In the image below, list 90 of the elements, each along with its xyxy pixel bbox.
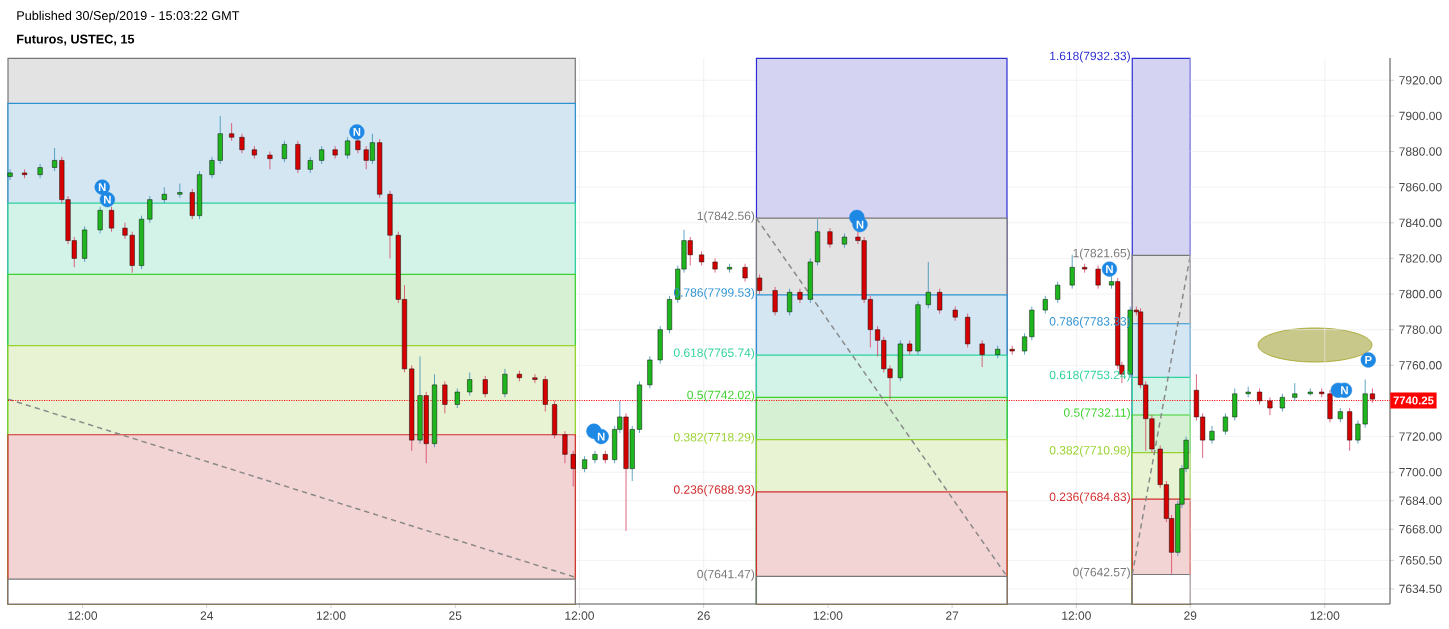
candlestick xyxy=(592,450,598,464)
y-tick-label: 7780.00 xyxy=(1399,325,1442,334)
data-label: N xyxy=(1106,265,1113,273)
candlestick xyxy=(229,122,235,142)
y-tick-label: 7840.00 xyxy=(1399,218,1442,228)
candlestick xyxy=(332,145,338,160)
y-tick-label: 7920.00 xyxy=(1399,76,1442,85)
candlestick xyxy=(712,258,718,274)
candlestick xyxy=(442,380,448,414)
data-label: N xyxy=(597,432,605,441)
annotation: 0.5(7732.11) xyxy=(1063,408,1130,420)
annotation: 1.618(7932.33) xyxy=(1050,51,1130,63)
x-tick-label: 12:00 xyxy=(565,611,594,620)
y-tick-label: 7820.00 xyxy=(1399,254,1442,263)
candlestick xyxy=(925,261,931,309)
x-tick-label: 12:00 xyxy=(1062,611,1091,620)
data-label: N xyxy=(104,195,111,204)
data-label: N xyxy=(353,128,361,136)
annotation: 0.618(7765.74) xyxy=(673,348,755,360)
x-tick-label: 12:00 xyxy=(813,611,843,620)
y-tick-label: 7720.00 xyxy=(1399,432,1442,441)
candlestick xyxy=(7,168,13,181)
candlestick xyxy=(562,430,568,464)
y-tick-label: 7650.50 xyxy=(1399,556,1442,565)
annotation: 0.236(7688.93) xyxy=(673,484,755,497)
candlestick xyxy=(757,274,763,295)
x-tick-label: 12:00 xyxy=(316,611,346,620)
candlestick xyxy=(267,151,273,170)
y-tick-label: 7634.50 xyxy=(1399,584,1442,594)
candlestick xyxy=(1209,425,1215,445)
candlestick xyxy=(772,286,778,316)
candlestick xyxy=(189,188,195,220)
candlestick xyxy=(1095,265,1101,290)
candlestick xyxy=(177,183,183,199)
x-tick-label: 12:00 xyxy=(1310,611,1340,620)
candlestick xyxy=(1292,382,1298,402)
x-tick-label: 26 xyxy=(697,611,710,620)
candlestick xyxy=(979,339,985,368)
y-tick-label: 7668.00 xyxy=(1399,524,1442,534)
y-tick-label: 7700.00 xyxy=(1399,467,1442,477)
candlestick xyxy=(570,450,576,487)
data-label: N xyxy=(1341,386,1348,395)
annotation: 0.382(7718.29) xyxy=(673,432,755,444)
candlestick xyxy=(37,163,43,179)
candlestick xyxy=(467,372,473,396)
y-tick-label: 7880.00 xyxy=(1399,147,1442,156)
x-tick-label: 25 xyxy=(449,611,462,620)
data-label: N xyxy=(98,183,106,192)
data-label: N xyxy=(856,220,864,229)
annotation: 0.5(7742.02) xyxy=(687,390,755,402)
candlestick xyxy=(937,288,943,315)
annotation: 1(7821.65) xyxy=(1073,248,1130,260)
annotation: 0.618(7753.24) xyxy=(1049,370,1130,382)
candlestick xyxy=(797,288,803,304)
candlestick xyxy=(532,373,538,384)
annotation: 0(7641.47) xyxy=(697,569,755,581)
candlestick xyxy=(1069,254,1075,290)
candlestick xyxy=(454,388,460,409)
x-tick-label: 29 xyxy=(1184,611,1197,620)
x-tick-label: 24 xyxy=(200,611,214,620)
chart-subtitle: Published 30/Sep/2019 - 15:03:22 GMT xyxy=(17,10,240,23)
candlestick xyxy=(345,136,351,160)
candlestick xyxy=(1222,412,1228,436)
candlestick xyxy=(97,206,103,234)
y-tick-label: 7900.00 xyxy=(1399,111,1442,121)
candlestick xyxy=(109,206,115,233)
annotation: 1(7842.56) xyxy=(697,211,755,223)
y-tick-label: 7684.00 xyxy=(1399,496,1442,505)
candlestick xyxy=(827,227,833,249)
candlestick xyxy=(239,133,245,154)
y-tick-label: 7860.00 xyxy=(1399,182,1442,192)
candlestick xyxy=(209,156,215,179)
x-tick-label: 12:00 xyxy=(68,611,98,620)
y-tick-label: 7760.00 xyxy=(1399,361,1442,370)
candlestick xyxy=(502,368,508,398)
y-tick-label: 7800.00 xyxy=(1399,289,1442,299)
candlestick xyxy=(1232,388,1238,421)
candlestick xyxy=(147,195,153,224)
candlestick xyxy=(482,375,488,398)
data-label: P xyxy=(1365,356,1372,364)
annotation: 0.236(7684.83) xyxy=(1049,492,1130,504)
annotation: 0.382(7710.98) xyxy=(1049,445,1130,457)
candlestick xyxy=(281,140,287,163)
ref-line-label: 7740.25 xyxy=(1393,396,1434,405)
x-tick-label: 27 xyxy=(946,611,959,620)
candlestick xyxy=(787,288,793,316)
chart-title: Futuros, USTEC, 15 xyxy=(17,34,135,46)
candlestick xyxy=(1267,396,1273,416)
candlestick xyxy=(1055,281,1061,304)
annotation: 0(7642.57) xyxy=(1073,567,1130,579)
